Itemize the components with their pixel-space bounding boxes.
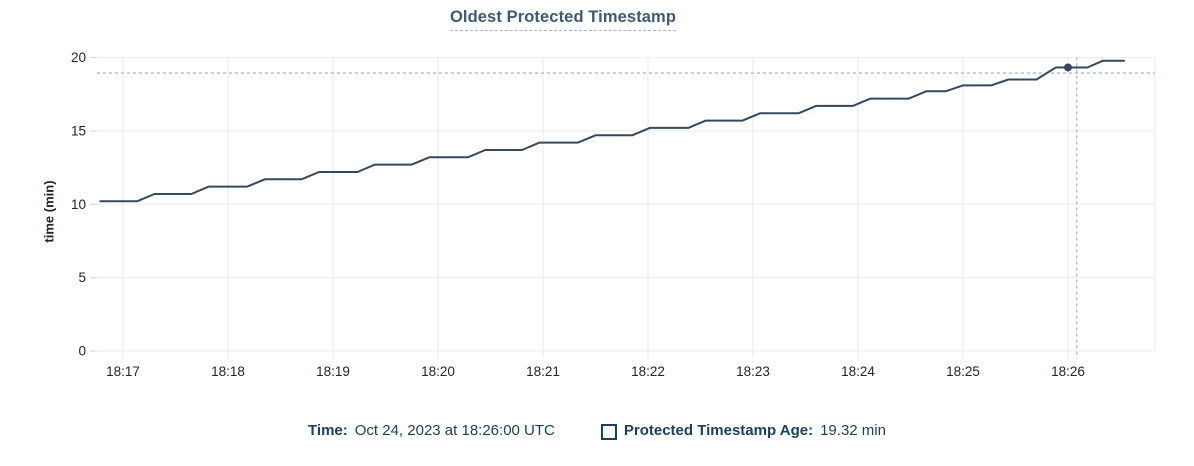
series-line (99, 59, 1125, 203)
legend-time: Time: Oct 24, 2023 at 18:26:00 UTC (308, 422, 555, 439)
x-tick-label: 18:18 (211, 364, 245, 379)
chart-legend: Time: Oct 24, 2023 at 18:26:00 UTC Prote… (0, 422, 1194, 440)
chart-title[interactable]: Oldest Protected Timestamp (449, 8, 677, 31)
y-tick-label: 20 (71, 50, 86, 65)
y-tick-label: 5 (78, 270, 86, 285)
x-tick-label: 18:23 (736, 364, 770, 379)
x-tick-label: 18:26 (1051, 364, 1085, 379)
hover-point-dot (1064, 63, 1072, 72)
y-tick-label: 15 (71, 123, 86, 138)
plot-area[interactable]: 0 5 10 15 20 18:17 18:18 18:19 18:20 18:21 18:22 18… (0, 0, 1194, 400)
legend-series-label: Protected Timestamp Age: (623, 422, 814, 439)
x-tick-label: 18:24 (841, 364, 875, 379)
x-tick-label: 18:19 (316, 364, 350, 379)
x-tick-label: 18:20 (421, 364, 455, 379)
y-tick-label: 0 (78, 344, 86, 359)
legend-series-toggle[interactable]: Protected Timestamp Age: 19.32 min (600, 422, 886, 440)
hollow-square-swatch-icon[interactable] (600, 423, 617, 440)
x-tick-label: 18:17 (106, 364, 140, 379)
legend-series-value: 19.32 min (820, 422, 886, 439)
legend-time-label: Time: (308, 422, 348, 439)
legend-time-value: Oct 24, 2023 at 18:26:00 UTC (354, 422, 555, 439)
x-tick-label: 18:25 (946, 364, 980, 379)
x-tick-label: 18:22 (631, 364, 665, 379)
chart-header: Oldest Protected Timestamp (0, 8, 1126, 31)
x-tick-label: 18:21 (526, 364, 560, 379)
y-tick-label: 10 (71, 197, 86, 212)
